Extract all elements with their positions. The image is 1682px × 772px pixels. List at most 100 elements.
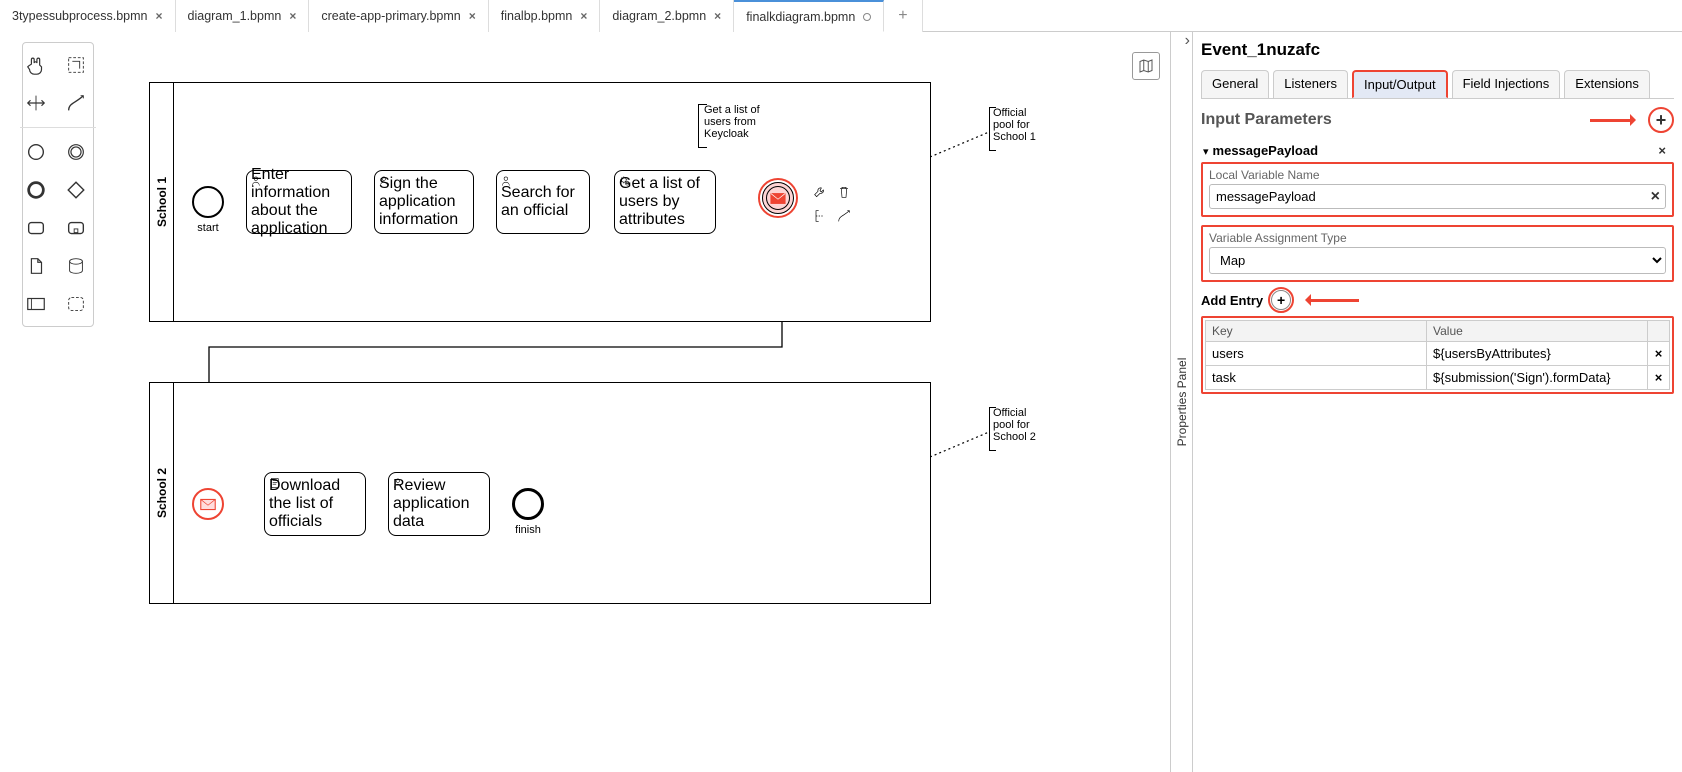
script-task-icon: [268, 476, 282, 495]
tool-palette: [22, 42, 94, 327]
entries-table-wrap: Key Value × ×: [1201, 316, 1674, 394]
entries-table: Key Value × ×: [1205, 320, 1670, 390]
tool-data-object[interactable]: [20, 250, 52, 282]
pool-annotation[interactable]: Official pool for School 2: [989, 407, 1049, 451]
tool-connect[interactable]: [60, 87, 92, 119]
tab-item[interactable]: create-app-primary.bpmn ×: [309, 0, 488, 32]
close-icon[interactable]: ×: [580, 9, 587, 23]
table-row: ×: [1206, 342, 1670, 366]
tab-label: finalbp.bpmn: [501, 9, 573, 23]
end-event[interactable]: finish: [512, 488, 544, 520]
field-label: Local Variable Name: [1209, 168, 1666, 182]
section-title: Input Parameters: [1201, 111, 1332, 129]
context-pad: [810, 182, 854, 226]
table-row: ×: [1206, 366, 1670, 390]
tool-hand[interactable]: [20, 49, 52, 81]
task-search-official[interactable]: Search for an official: [496, 170, 590, 234]
ctx-trash-icon[interactable]: [834, 182, 854, 202]
pool-annotation[interactable]: Official pool for School 1: [989, 107, 1049, 151]
tool-end-event[interactable]: [20, 174, 52, 206]
properties-tabs: General Listeners Input/Output Field Inj…: [1201, 70, 1674, 99]
local-variable-input[interactable]: [1209, 184, 1666, 209]
close-icon[interactable]: ×: [156, 9, 163, 23]
user-task-icon: [500, 174, 514, 193]
tab-item[interactable]: finalkdiagram.bpmn: [734, 0, 884, 32]
tool-data-store[interactable]: [60, 250, 92, 282]
new-tab-button[interactable]: +: [884, 0, 922, 32]
tab-label: finalkdiagram.bpmn: [746, 10, 855, 24]
remove-entry-button[interactable]: ×: [1648, 366, 1670, 390]
ptab-extensions[interactable]: Extensions: [1564, 70, 1650, 98]
tab-item[interactable]: diagram_2.bpmn ×: [600, 0, 734, 32]
hint-arrow-icon: [1590, 114, 1642, 126]
task-download-officials[interactable]: Download the list of officials: [264, 472, 366, 536]
col-key: Key: [1206, 321, 1427, 342]
tool-space[interactable]: [20, 87, 52, 119]
entry-key-input[interactable]: [1206, 342, 1426, 365]
local-variable-group: Local Variable Name ×: [1201, 162, 1674, 217]
entry-value-input[interactable]: [1427, 366, 1647, 389]
ptab-listeners[interactable]: Listeners: [1273, 70, 1348, 98]
user-task-icon: [392, 476, 406, 495]
tool-gateway[interactable]: [60, 174, 92, 206]
task-sign[interactable]: Sign the application information: [374, 170, 474, 234]
add-parameter-button[interactable]: +: [1648, 107, 1674, 133]
ctx-wrench-icon[interactable]: [810, 182, 830, 202]
lane-label: School 2: [150, 383, 174, 603]
chevron-down-icon: ▾: [1203, 146, 1209, 158]
chevron-icon: ›: [1185, 32, 1190, 50]
clear-icon[interactable]: ×: [1651, 188, 1660, 206]
ctx-annotation-icon[interactable]: [810, 206, 830, 226]
ptab-general[interactable]: General: [1201, 70, 1269, 98]
assignment-type-group: Variable Assignment Type Map: [1201, 225, 1674, 282]
user-task-icon: [378, 174, 392, 193]
editor-tabs: 3typessubprocess.bpmn × diagram_1.bpmn × c…: [0, 0, 1682, 32]
diagram-canvas[interactable]: School 1 start Enter information about t…: [94, 32, 1170, 772]
properties-toggle[interactable]: › Properties Panel: [1170, 32, 1192, 772]
parameter-row[interactable]: ▾messagePayload ×: [1201, 139, 1674, 162]
remove-parameter-button[interactable]: ×: [1652, 143, 1672, 158]
tool-lasso[interactable]: [60, 49, 92, 81]
tool-task[interactable]: [20, 212, 52, 244]
text-annotation[interactable]: Get a list of users from Keycloak: [698, 104, 778, 148]
close-icon[interactable]: ×: [289, 9, 296, 23]
start-event[interactable]: start: [192, 186, 224, 218]
properties-panel: Event_1nuzafc General Listeners Input/Ou…: [1192, 32, 1682, 772]
element-id: Event_1nuzafc: [1201, 40, 1674, 60]
add-entry-button[interactable]: +: [1271, 290, 1291, 310]
entry-key-input[interactable]: [1206, 366, 1426, 389]
message-throw-event[interactable]: [762, 182, 794, 214]
tab-item[interactable]: finalbp.bpmn ×: [489, 0, 601, 32]
ptab-field-injections[interactable]: Field Injections: [1452, 70, 1561, 98]
assignment-type-select[interactable]: Map: [1209, 247, 1666, 274]
entry-value-input[interactable]: [1427, 342, 1647, 365]
add-entry-label: Add Entry: [1201, 293, 1263, 308]
tab-item[interactable]: 3typessubprocess.bpmn ×: [0, 0, 176, 32]
ctx-connect-icon[interactable]: [834, 206, 854, 226]
tool-subprocess[interactable]: [60, 212, 92, 244]
tool-participant[interactable]: [20, 288, 52, 320]
tab-label: diagram_2.bpmn: [612, 9, 706, 23]
dirty-icon: [863, 13, 871, 21]
lane-label: School 1: [150, 83, 174, 321]
task-get-users[interactable]: Get a list of users by attributes: [614, 170, 716, 234]
user-task-icon: [250, 174, 264, 193]
message-start-event[interactable]: [192, 488, 224, 520]
hint-arrow-icon: [1299, 294, 1359, 306]
tool-start-event[interactable]: [20, 136, 52, 168]
tool-group[interactable]: [60, 288, 92, 320]
task-review-data[interactable]: Review application data: [388, 472, 490, 536]
close-icon[interactable]: ×: [469, 9, 476, 23]
service-task-icon: [618, 174, 632, 193]
col-value: Value: [1427, 321, 1648, 342]
tab-item[interactable]: diagram_1.bpmn ×: [176, 0, 310, 32]
task-enter-info[interactable]: Enter information about the application: [246, 170, 352, 234]
tab-label: create-app-primary.bpmn: [321, 9, 460, 23]
ptab-io[interactable]: Input/Output: [1352, 70, 1448, 98]
tab-label: 3typessubprocess.bpmn: [12, 9, 148, 23]
close-icon[interactable]: ×: [714, 9, 721, 23]
field-label: Variable Assignment Type: [1209, 231, 1666, 245]
remove-entry-button[interactable]: ×: [1648, 342, 1670, 366]
tab-label: diagram_1.bpmn: [188, 9, 282, 23]
tool-intermediate-event[interactable]: [60, 136, 92, 168]
